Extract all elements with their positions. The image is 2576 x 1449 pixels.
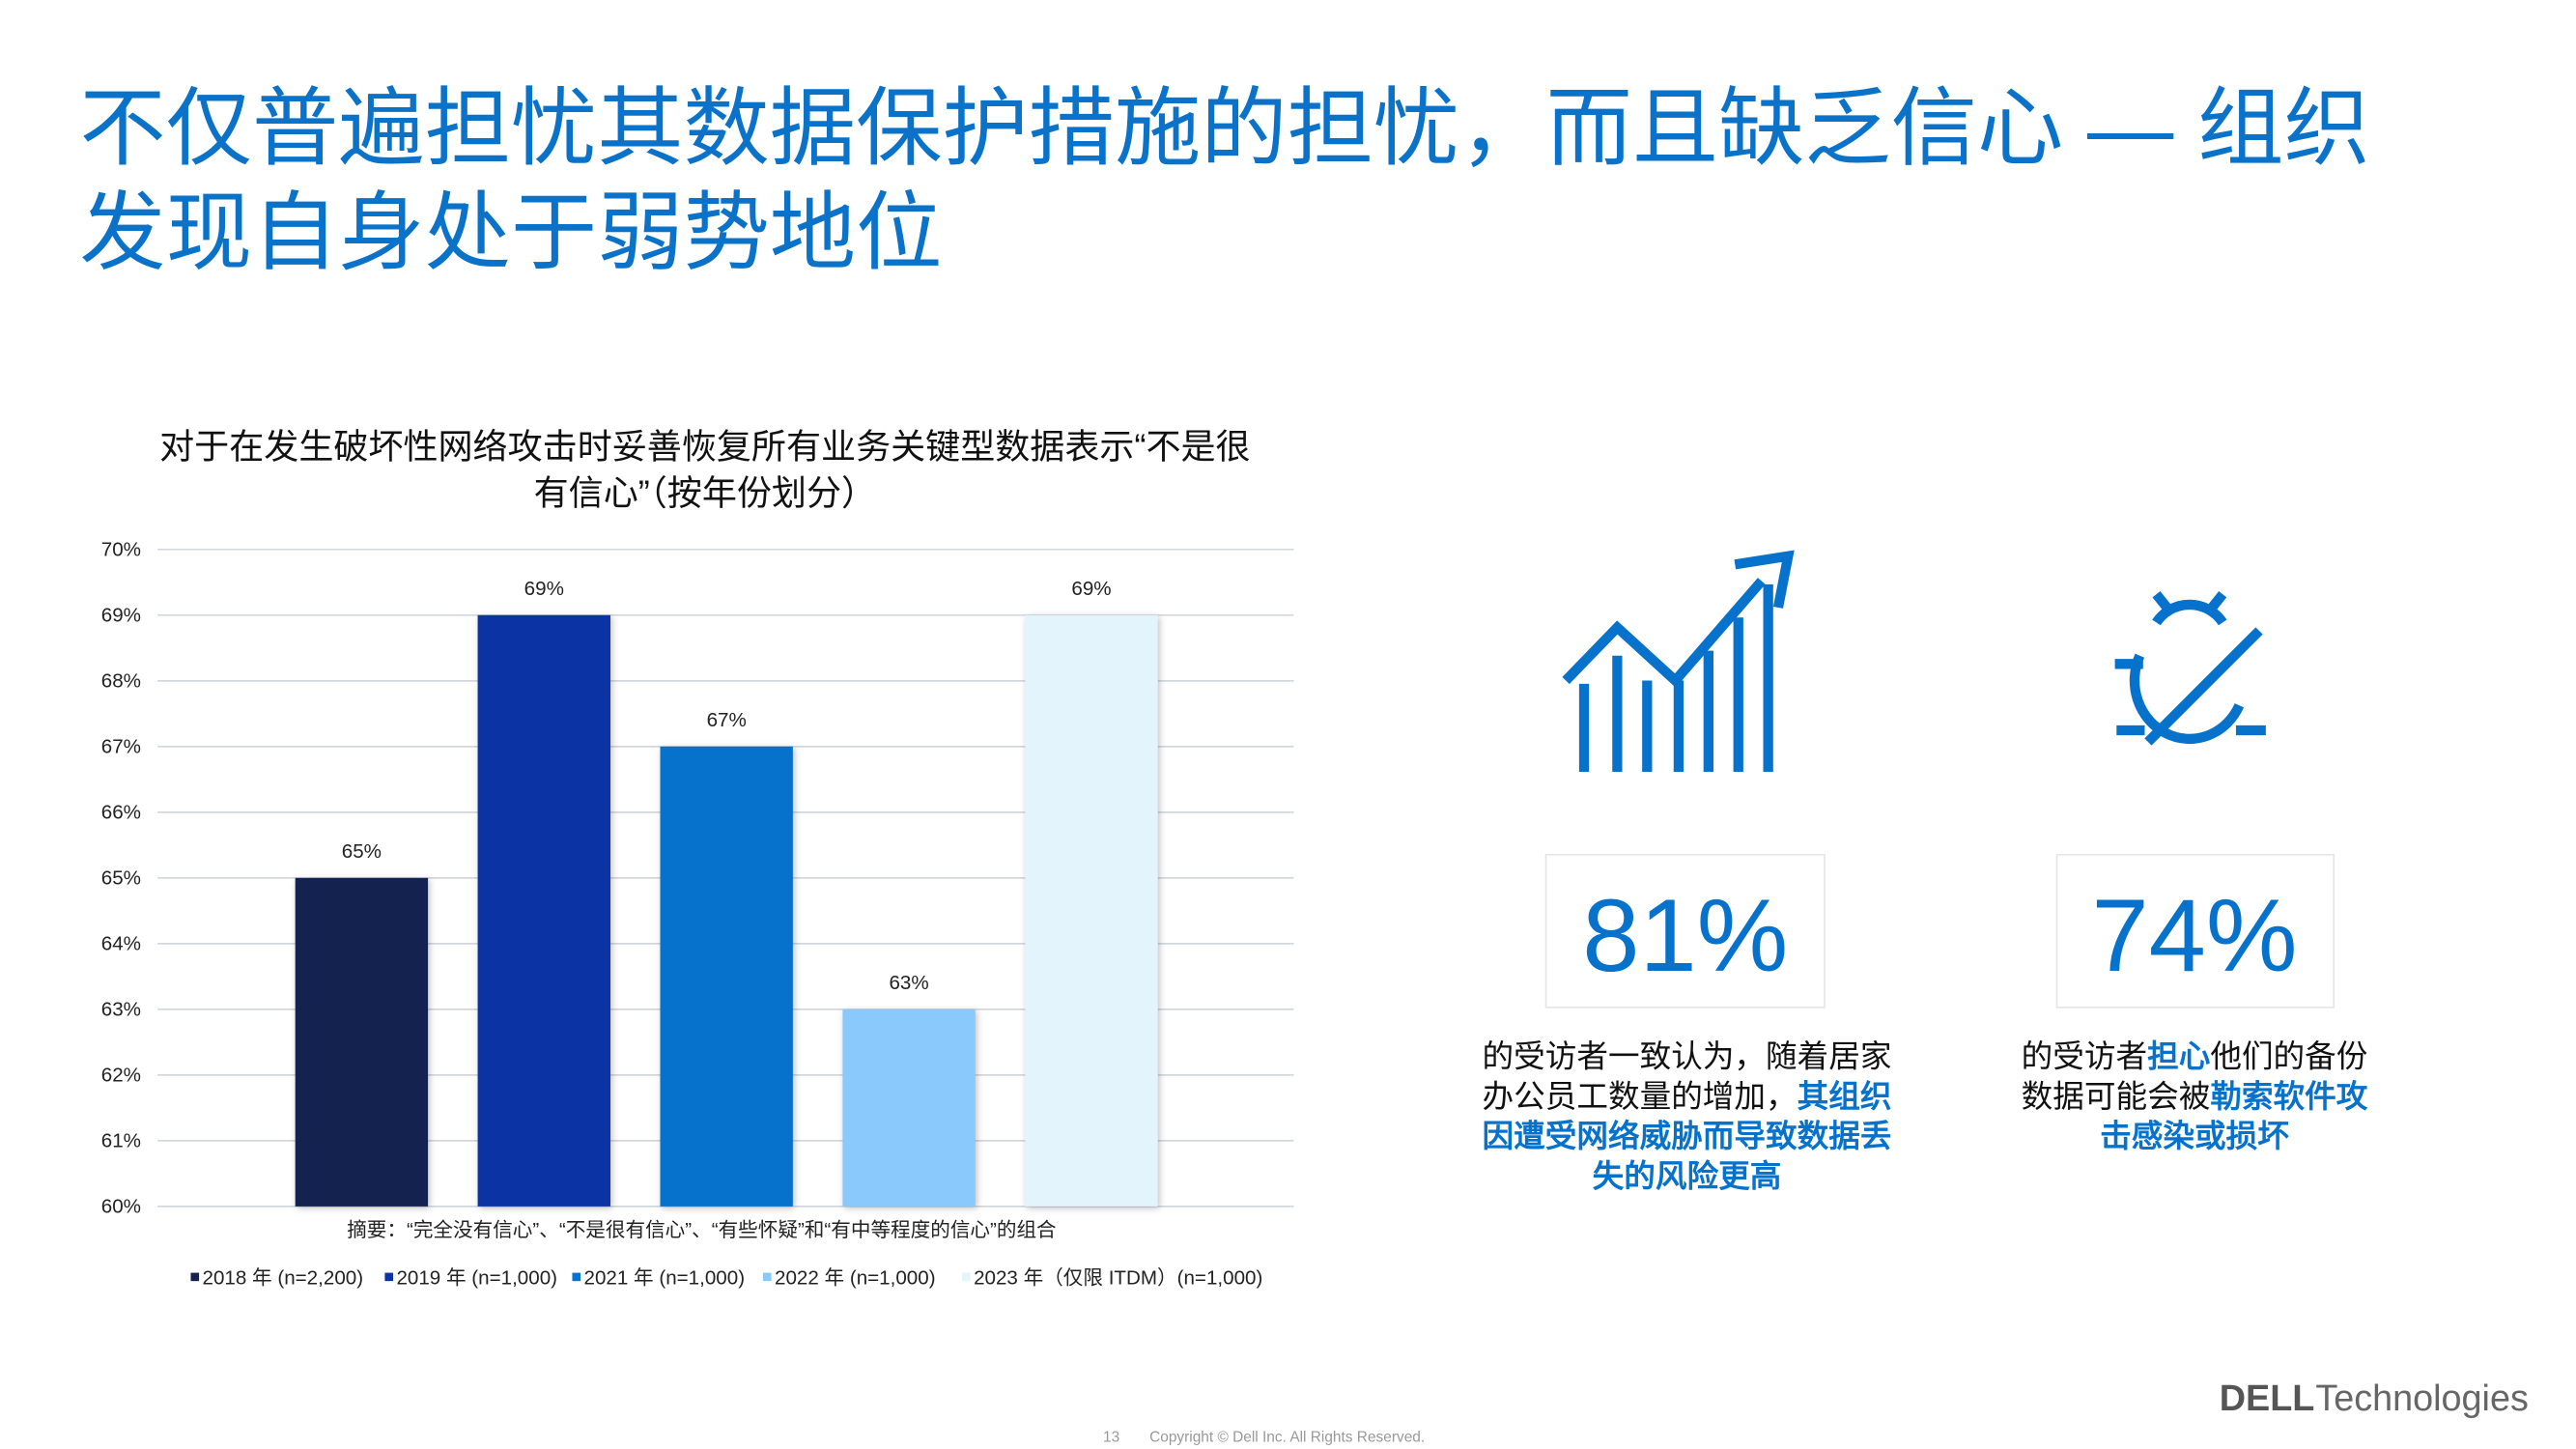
bar <box>842 1009 976 1207</box>
legend-label: 2022 年 (n=1,000) <box>775 1267 936 1290</box>
y-tick-label: 65% <box>101 867 141 890</box>
caption-part: 的受访者 <box>2022 1038 2147 1074</box>
y-tick-label: 62% <box>101 1065 141 1087</box>
y-tick-label: 68% <box>101 670 141 693</box>
axis-note: 摘要：“完全没有信心”、“不是很有信心”、“有些怀疑”和“有中等程度的信心”的组… <box>347 1219 1056 1241</box>
caption-part: 数据可能会被 <box>2022 1078 2211 1114</box>
legend-label: 2021 年 (n=1,000) <box>583 1267 745 1290</box>
legend-swatch <box>572 1272 581 1282</box>
page-number: 13 <box>1103 1430 1119 1446</box>
y-tick-label: 64% <box>101 933 141 955</box>
bar <box>295 877 429 1207</box>
caption-part: 击感染或损坏 <box>2100 1118 2289 1153</box>
y-tick-label: 69% <box>101 605 141 627</box>
bar <box>660 746 793 1207</box>
legend-swatch <box>962 1272 971 1282</box>
stat-caption: 办公员工数量的增加，其组织 <box>1483 1078 1892 1114</box>
logo: Technologies <box>2315 1378 2528 1419</box>
bar <box>1025 614 1158 1207</box>
legend-swatch <box>384 1272 394 1282</box>
stat-caption: 的受访者一致认为，随着居家 <box>1483 1038 1892 1074</box>
caption-part: 勒索软件攻 <box>2210 1078 2367 1114</box>
value-label: 65% <box>342 840 382 863</box>
y-tick-label: 61% <box>101 1130 141 1152</box>
legend-label: 2023 年（仅限 ITDM）(n=1,000) <box>974 1267 1262 1290</box>
legend-swatch <box>762 1272 772 1282</box>
y-tick-label: 60% <box>101 1196 141 1218</box>
caption-part: 失的风险更高 <box>1593 1157 1782 1193</box>
stat-caption: 因遭受网络威胁而导致数据丢 <box>1483 1118 1892 1153</box>
legend-label: 2019 年 (n=1,000) <box>396 1267 557 1290</box>
value-label: 69% <box>1071 578 1111 600</box>
caption-part: 因遭受网络威胁而导致数据丢 <box>1483 1118 1892 1153</box>
stat-caption: 失的风险更高 <box>1593 1157 1782 1193</box>
caption-part: 的受访者一致认为，随着居家 <box>1483 1038 1892 1074</box>
copyright: Copyright © Dell Inc. All Rights Reserve… <box>1149 1430 1425 1446</box>
chart-title: 对于在发生破坏性网络攻击时妥善恢复所有业务关键型数据表示“不是很 <box>159 426 1250 466</box>
stat-box <box>2055 853 2335 1009</box>
stat-box <box>1544 853 1826 1009</box>
stat-caption: 击感染或损坏 <box>2100 1118 2289 1153</box>
caption-part: 担心 <box>2147 1038 2211 1074</box>
caption-part: 办公员工数量的增加， <box>1483 1078 1798 1114</box>
growth-icon <box>1562 550 1795 772</box>
title: 不仅普遍担忧其数据保护措施的担忧，而且缺乏信心 — 组织 <box>79 80 2369 177</box>
stat-caption: 数据可能会被勒索软件攻 <box>2022 1078 2368 1114</box>
stat-value: 81% <box>1582 878 1788 993</box>
legend-label: 2018 年 (n=2,200) <box>203 1267 364 1290</box>
stat-caption: 的受访者担心他们的备份 <box>2022 1038 2368 1074</box>
y-tick-label: 67% <box>101 736 141 758</box>
caption-part: 他们的备份 <box>2210 1038 2367 1074</box>
caption-part: 其组织 <box>1798 1078 1892 1114</box>
y-tick-label: 70% <box>101 539 141 561</box>
legend-swatch <box>190 1272 200 1282</box>
stat-value: 74% <box>2091 878 2297 993</box>
value-label: 63% <box>889 972 928 994</box>
value-label: 69% <box>524 578 564 600</box>
chart-title: 有信心”（按年份划分） <box>534 472 876 512</box>
bug-icon <box>2114 590 2266 746</box>
y-tick-label: 66% <box>101 802 141 824</box>
y-tick-label: 63% <box>101 999 141 1021</box>
bar <box>477 614 610 1207</box>
title: 发现自身处于弱势地位 <box>79 185 942 281</box>
value-label: 67% <box>707 709 747 731</box>
logo: DELL <box>2220 1378 2315 1419</box>
